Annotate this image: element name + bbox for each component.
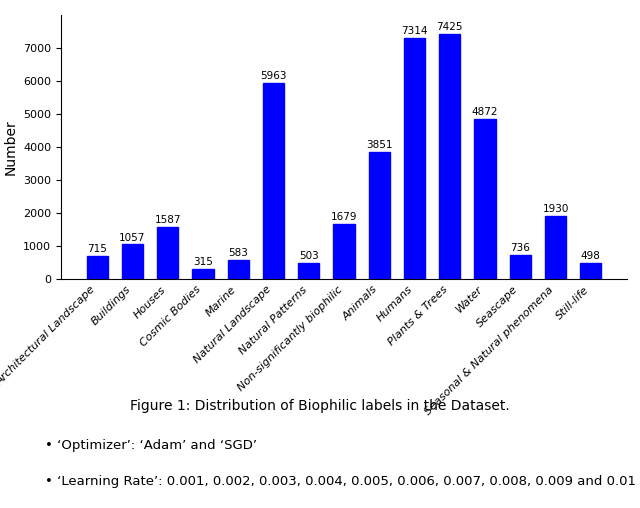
Bar [439,34,460,279]
Bar [122,244,143,279]
Text: • ‘Optimizer’: ‘Adam’ and ‘SGD’: • ‘Optimizer’: ‘Adam’ and ‘SGD’ [45,439,257,453]
Text: 583: 583 [228,248,248,259]
Text: 503: 503 [299,251,319,261]
Text: 1587: 1587 [154,215,181,225]
Text: 736: 736 [511,243,531,253]
Text: 7425: 7425 [436,22,463,33]
Text: 3851: 3851 [366,140,392,150]
Text: • ‘Learning Rate’: 0.001, 0.002, 0.003, 0.004, 0.005, 0.006, 0.007, 0.008, 0.009: • ‘Learning Rate’: 0.001, 0.002, 0.003, … [45,475,636,488]
Bar [509,255,531,279]
Bar [580,263,602,279]
Text: 315: 315 [193,257,213,267]
Bar [545,216,566,279]
Text: 1930: 1930 [543,204,569,214]
Bar [157,227,179,279]
Bar [263,82,284,279]
Text: 7314: 7314 [401,26,428,36]
Text: 1057: 1057 [119,233,145,243]
Text: Figure 1: Distribution of Biophilic labels in the Dataset.: Figure 1: Distribution of Biophilic labe… [130,399,510,413]
Bar [193,269,214,279]
Y-axis label: Number: Number [3,119,17,175]
Bar [474,118,495,279]
Text: 5963: 5963 [260,71,287,81]
Bar [298,263,319,279]
Text: 498: 498 [581,251,601,261]
Text: 715: 715 [87,244,107,254]
Bar [333,224,355,279]
Bar [404,38,425,279]
Bar [86,256,108,279]
Bar [228,260,249,279]
Text: 1679: 1679 [331,212,357,222]
Bar [369,152,390,279]
Text: 4872: 4872 [472,107,499,117]
